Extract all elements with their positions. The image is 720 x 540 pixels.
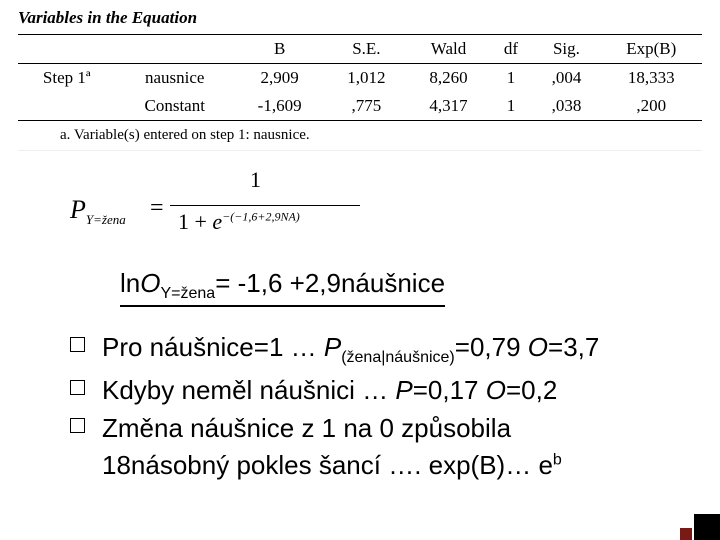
- p-sub: (žena|náušnice): [341, 349, 455, 366]
- formula-lhs-sub: Y=žena: [86, 212, 126, 227]
- bullet-text: Kdyby neměl náušnici …: [102, 375, 395, 405]
- bullet-rest: =0,2: [506, 375, 557, 405]
- th-df: df: [490, 35, 533, 64]
- stats-table: B S.E. Wald df Sig. Exp(B) Step 1ª nausn…: [18, 34, 702, 121]
- cell: [18, 92, 116, 121]
- e-sup: b: [553, 451, 562, 468]
- th-b: B: [234, 35, 325, 64]
- bullet-mid: =0,17: [413, 375, 486, 405]
- cell: 1: [490, 64, 533, 93]
- formula-denominator: 1 + e−(−1,6+2,9NA): [178, 209, 300, 235]
- table-row: Step 1ª nausnice 2,909 1,012 8,260 1 ,00…: [18, 64, 702, 93]
- o-sub: Y=žena: [160, 285, 215, 302]
- fraction-bar: [170, 205, 360, 206]
- table-header-row: B S.E. Wald df Sig. Exp(B): [18, 35, 702, 64]
- p-var: P: [324, 332, 341, 362]
- bullet-list: Pro náušnice=1 … P(žena|náušnice)=0,79 O…: [70, 329, 720, 483]
- cell: ,775: [325, 92, 407, 121]
- cell: ,200: [601, 92, 702, 121]
- cell: 2,909: [234, 64, 325, 93]
- th-blank1: [18, 35, 116, 64]
- bullet-line2: 18násobný pokles šancí …. exp(B)… e: [102, 450, 553, 480]
- cell: 18,333: [601, 64, 702, 93]
- probability-formula: PY=žena = 1 1 + e−(−1,6+2,9NA): [70, 165, 360, 250]
- formula-lhs-main: P: [70, 195, 86, 224]
- cell: Step 1ª: [18, 64, 116, 93]
- table-footnote: a. Variable(s) entered on step 1: nausni…: [18, 121, 702, 151]
- square-bullet-icon: [70, 337, 85, 352]
- denom-prefix: 1 +: [178, 209, 212, 234]
- bullet-text: Pro náušnice=1 …: [102, 332, 324, 362]
- bullet-mid: =0,79: [455, 332, 528, 362]
- formula-numerator: 1: [250, 167, 261, 193]
- list-item: Změna náušnice z 1 na 0 způsobila 18náso…: [70, 410, 720, 483]
- o-var: O: [140, 268, 160, 298]
- square-bullet-icon: [70, 418, 85, 433]
- cell: -1,609: [234, 92, 325, 121]
- cell: nausnice: [116, 64, 234, 93]
- list-item: Pro náušnice=1 … P(žena|náušnice)=0,79 O…: [70, 329, 720, 370]
- o-var: O: [486, 375, 506, 405]
- cell: ,004: [532, 64, 600, 93]
- square-bullet-icon: [70, 380, 85, 395]
- p-var: P: [395, 375, 412, 405]
- cell: 8,260: [407, 64, 489, 93]
- cell: Constant: [116, 92, 234, 121]
- stats-table-region: Variables in the Equation B S.E. Wald df…: [0, 0, 720, 151]
- log-odds-line: lnOY=žena= -1,6 +2,9náušnice: [0, 250, 720, 329]
- cell: 4,317: [407, 92, 489, 121]
- cell: 1: [490, 92, 533, 121]
- ln-text: ln: [120, 268, 140, 298]
- th-se: S.E.: [325, 35, 407, 64]
- list-item: Kdyby neměl náušnici … P=0,17 O=0,2: [70, 372, 720, 408]
- th-blank2: [116, 35, 234, 64]
- bullet-rest: =3,7: [548, 332, 599, 362]
- th-wald: Wald: [407, 35, 489, 64]
- corner-decoration: [660, 514, 720, 540]
- table-title: Variables in the Equation: [18, 8, 702, 28]
- th-expb: Exp(B): [601, 35, 702, 64]
- th-sig: Sig.: [532, 35, 600, 64]
- equals-sign: =: [150, 195, 164, 222]
- eq-rest: = -1,6 +2,9náušnice: [215, 268, 445, 298]
- formula-lhs: PY=žena: [70, 195, 126, 228]
- denom-exponent: −(−1,6+2,9NA): [222, 210, 300, 224]
- cell: 1,012: [325, 64, 407, 93]
- bullet-text: Změna náušnice z 1 na 0 způsobila: [102, 413, 511, 443]
- o-var: O: [528, 332, 548, 362]
- denom-base: e: [212, 209, 222, 234]
- table-row: Constant -1,609 ,775 4,317 1 ,038 ,200: [18, 92, 702, 121]
- cell: ,038: [532, 92, 600, 121]
